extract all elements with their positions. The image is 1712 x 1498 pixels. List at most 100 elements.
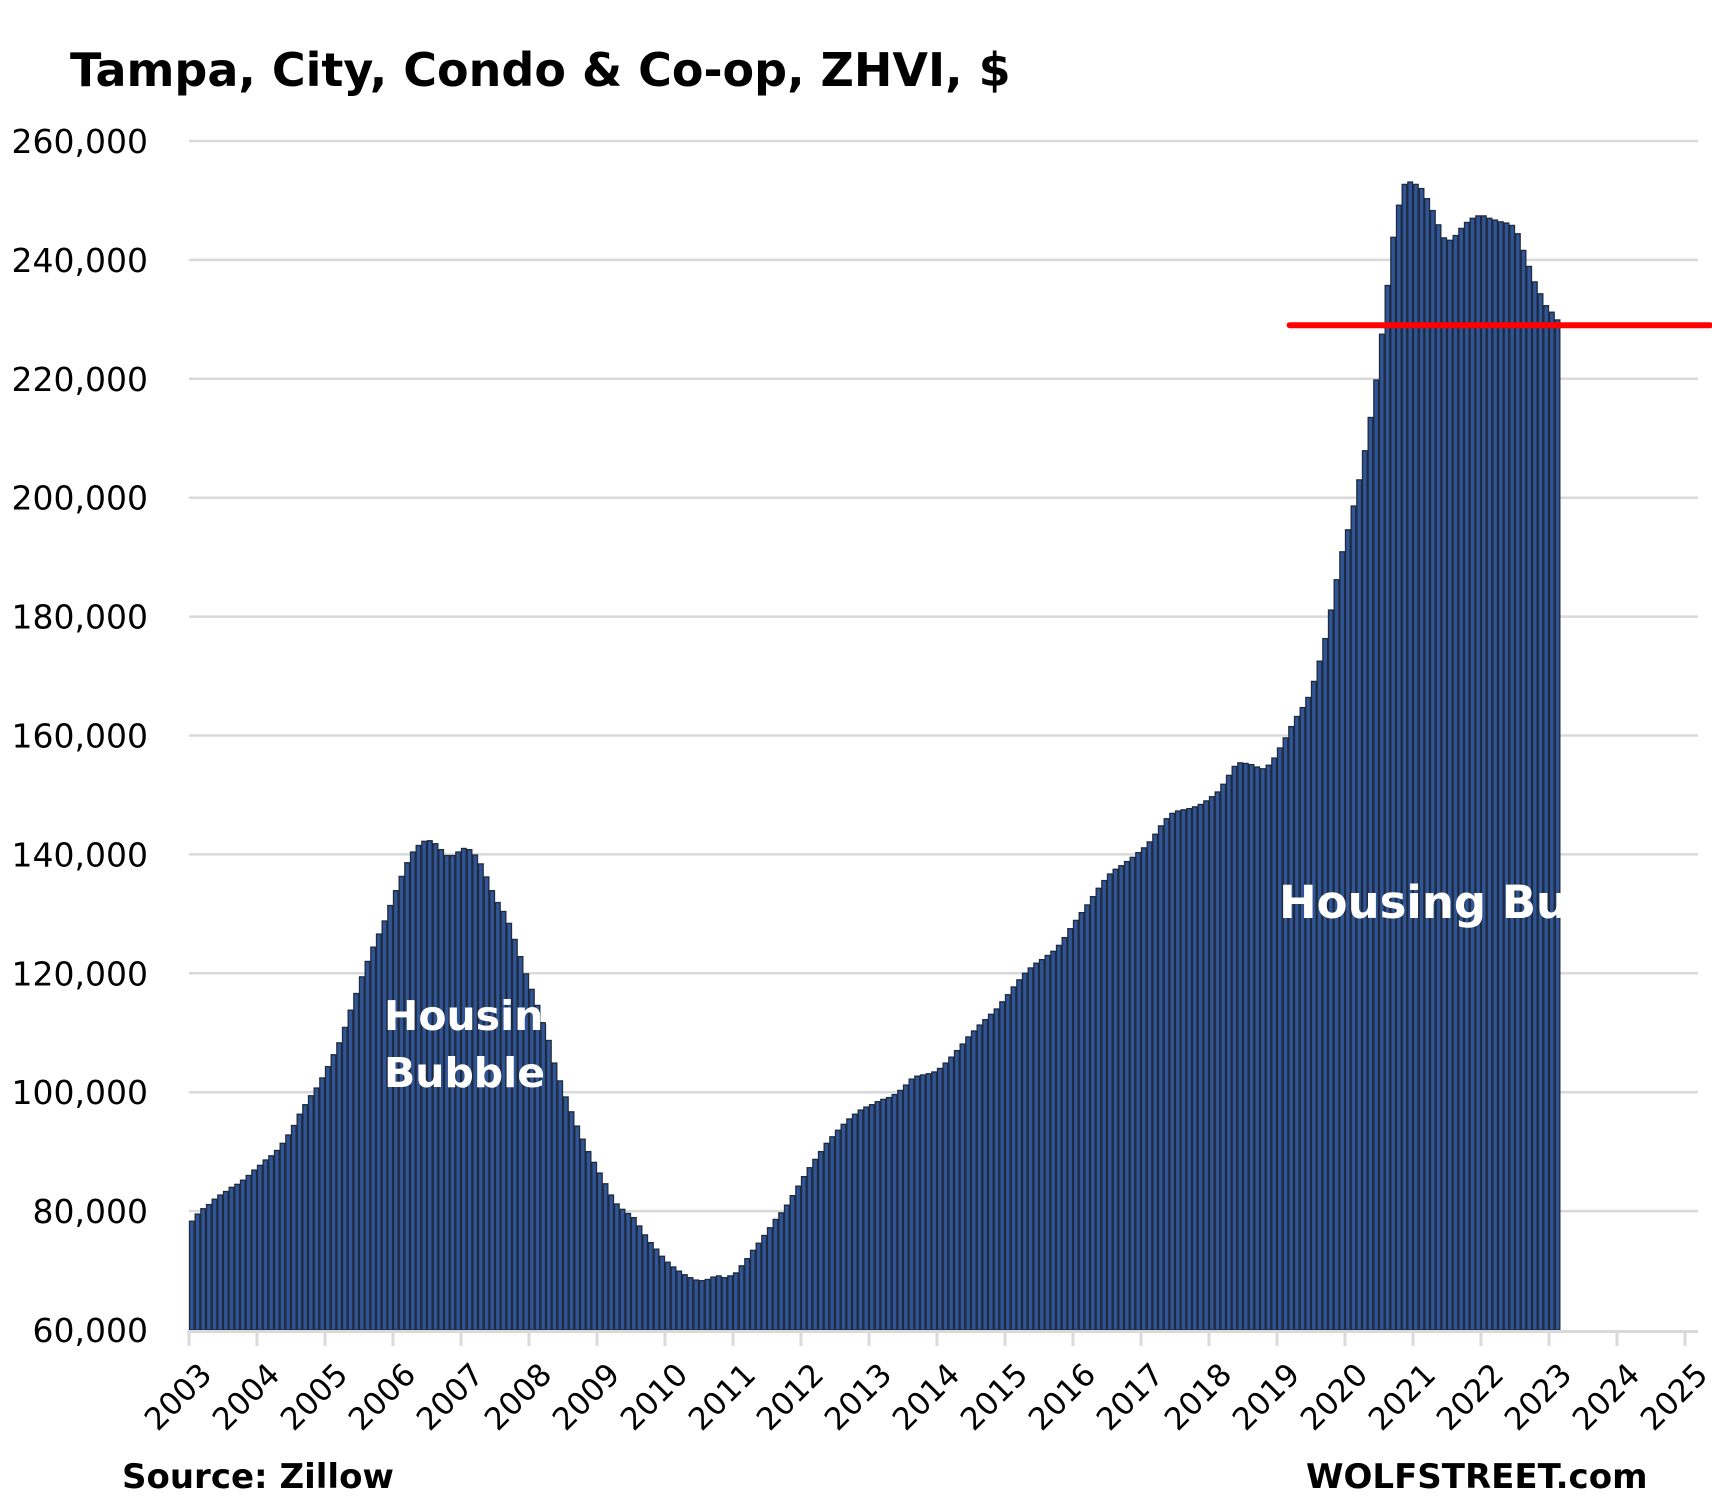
bar [1135,851,1142,1331]
bar [1305,696,1312,1331]
bar [1248,763,1255,1331]
bar [1480,215,1487,1331]
x-tick-label: 2013 [818,1357,899,1438]
bar [256,1164,263,1331]
bar [795,1185,802,1331]
bar [392,890,399,1331]
bar [1061,936,1068,1331]
bar [1021,972,1028,1331]
bar [834,1129,841,1331]
bar [279,1142,286,1331]
bar [211,1198,218,1331]
bar [874,1101,881,1331]
bar [885,1096,892,1331]
bar [1492,219,1499,1331]
bar [483,876,490,1331]
bar [1310,680,1317,1331]
bar [1390,236,1397,1331]
bar [602,1183,609,1331]
bar [1514,233,1521,1331]
bar [880,1098,887,1331]
x-tick-label: 2006 [342,1357,423,1438]
bar [228,1186,235,1331]
bar [902,1084,909,1331]
bar [353,992,360,1331]
bar [188,1220,195,1331]
bar [1078,912,1085,1331]
bar [1548,311,1555,1331]
bar [1520,249,1527,1331]
bar [562,1096,569,1331]
bar [1395,204,1402,1331]
bar [676,1270,683,1331]
y-tick-label: 220,000 [12,360,148,399]
bar [370,946,377,1331]
bar [897,1089,904,1331]
bar [987,1013,994,1331]
bar [846,1118,853,1331]
y-tick-label: 80,000 [33,1192,148,1231]
bar [1259,768,1266,1331]
bar [245,1174,252,1331]
bar [681,1274,688,1331]
x-tick-label: 2010 [614,1357,695,1438]
bar [647,1241,654,1331]
y-tick-label: 260,000 [12,122,148,161]
bar [1367,416,1374,1331]
bar [1186,807,1193,1331]
bar [222,1190,229,1331]
bar [1293,715,1300,1331]
bar [982,1019,989,1331]
bar [1237,762,1244,1331]
bar [1089,895,1096,1331]
bar [1384,284,1391,1331]
bar [687,1277,694,1331]
bar [574,1125,581,1331]
bar [1129,856,1136,1331]
bar [1424,198,1431,1331]
bar [239,1179,246,1331]
bar [1231,765,1238,1331]
bar [659,1255,666,1331]
bar [693,1279,700,1331]
bar [1526,265,1533,1331]
bar [721,1277,728,1331]
bar [931,1071,938,1331]
x-tick-label: 2011 [682,1357,763,1438]
bar [1174,810,1181,1331]
y-tick-label: 120,000 [12,954,148,993]
bar [200,1208,207,1331]
bar [970,1030,977,1331]
bar [653,1248,660,1331]
bar [919,1074,926,1331]
x-tick-label: 2012 [750,1357,831,1438]
bar [1469,217,1476,1331]
bar [330,1054,337,1331]
bar [1095,887,1102,1331]
x-tick-label: 2009 [546,1357,627,1438]
bar [829,1136,836,1331]
bar [1225,774,1232,1331]
bar [1401,183,1408,1331]
bar [749,1249,756,1331]
x-tick-label: 2003 [138,1357,219,1438]
bar [307,1095,314,1331]
bar [1322,637,1329,1331]
bar [857,1109,864,1331]
bar [936,1067,943,1331]
bar [908,1078,915,1331]
x-tick-label: 2016 [1022,1357,1103,1438]
bar [557,1080,564,1331]
bar [1463,221,1470,1331]
bar [976,1024,983,1331]
bar [959,1043,966,1331]
bar [375,933,382,1331]
bar [1214,791,1221,1331]
bar [625,1212,632,1331]
x-tick-label: 2022 [1430,1357,1511,1438]
bar [591,1161,598,1331]
bar [710,1276,717,1331]
bar [761,1234,768,1331]
x-axis-tick-labels: 2003200420052006200720082009201020112012… [138,1357,1712,1438]
